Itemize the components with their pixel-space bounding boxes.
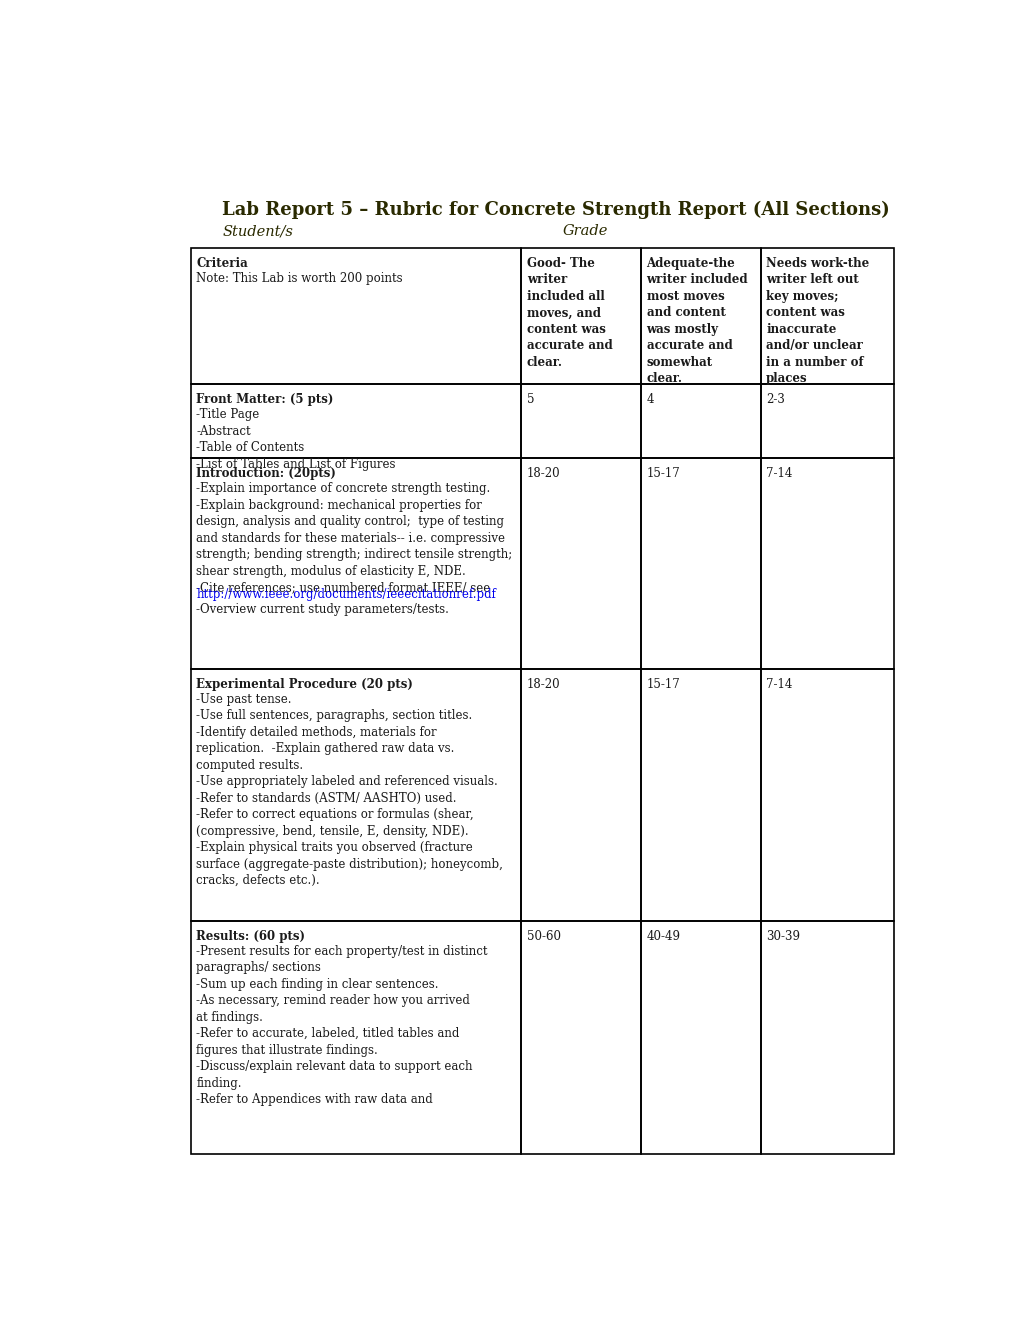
Bar [640,668,760,920]
Text: Experimental Procedure (20 pts): Experimental Procedure (20 pts) [196,677,413,690]
Text: 30-39: 30-39 [765,929,799,942]
Text: Adequate-the
writer included
most moves
and content
was mostly
accurate and
some: Adequate-the writer included most moves … [646,257,747,385]
Bar [521,248,640,384]
Text: Good- The
writer
included all
moves, and
content was
accurate and
clear.: Good- The writer included all moves, and… [527,257,612,370]
Text: Lab Report 5 – Rubric for Concrete Strength Report (All Sections): Lab Report 5 – Rubric for Concrete Stren… [222,201,890,219]
Bar [760,384,894,458]
Text: -Overview current study parameters/tests.: -Overview current study parameters/tests… [196,603,448,615]
Bar [640,920,760,1155]
Text: -Title Page
-Abstract
-Table of Contents
-List of Tables and List of Figures: -Title Page -Abstract -Table of Contents… [196,408,395,470]
Bar [521,384,640,458]
Text: 7-14: 7-14 [765,677,792,690]
Bar [640,248,760,384]
Text: -Explain importance of concrete strength testing.
-Explain background: mechanica: -Explain importance of concrete strength… [196,482,512,594]
Bar [521,458,640,668]
Text: 50-60: 50-60 [527,929,560,942]
Text: 2-3: 2-3 [765,393,785,407]
Text: Grade: Grade [561,224,607,239]
Text: -Present results for each property/test in distinct
paragraphs/ sections
-Sum up: -Present results for each property/test … [196,945,487,1106]
Bar [521,920,640,1155]
Text: 15-17: 15-17 [646,467,680,480]
Bar [191,458,521,668]
Text: 7-14: 7-14 [765,467,792,480]
Text: 15-17: 15-17 [646,677,680,690]
Bar [191,920,521,1155]
Bar [191,248,521,384]
Text: Results: (60 pts): Results: (60 pts) [196,929,305,942]
Bar [521,668,640,920]
Text: Front Matter: (5 pts): Front Matter: (5 pts) [196,393,333,407]
Text: 40-49: 40-49 [646,929,680,942]
Text: http://www.ieee.org/documents/ieeecitationref.pdf: http://www.ieee.org/documents/ieeecitati… [196,587,495,601]
Bar [760,668,894,920]
Text: Introduction: (20pts): Introduction: (20pts) [196,467,336,480]
Bar [191,668,521,920]
Text: 18-20: 18-20 [527,677,560,690]
Text: 5: 5 [527,393,534,407]
Text: Needs work-the
writer left out
key moves;
content was
inaccurate
and/or unclear
: Needs work-the writer left out key moves… [765,257,868,385]
Bar [640,384,760,458]
Bar [760,248,894,384]
Text: Student/s: Student/s [222,224,292,239]
Bar [760,920,894,1155]
Text: 18-20: 18-20 [527,467,560,480]
Text: 4: 4 [646,393,653,407]
Bar [191,384,521,458]
Text: -Use past tense.
-Use full sentences, paragraphs, section titles.
-Identify deta: -Use past tense. -Use full sentences, pa… [196,693,502,887]
Bar [640,458,760,668]
Bar [760,458,894,668]
Text: Criteria: Criteria [196,257,248,271]
Text: Note: This Lab is worth 200 points: Note: This Lab is worth 200 points [196,272,403,285]
